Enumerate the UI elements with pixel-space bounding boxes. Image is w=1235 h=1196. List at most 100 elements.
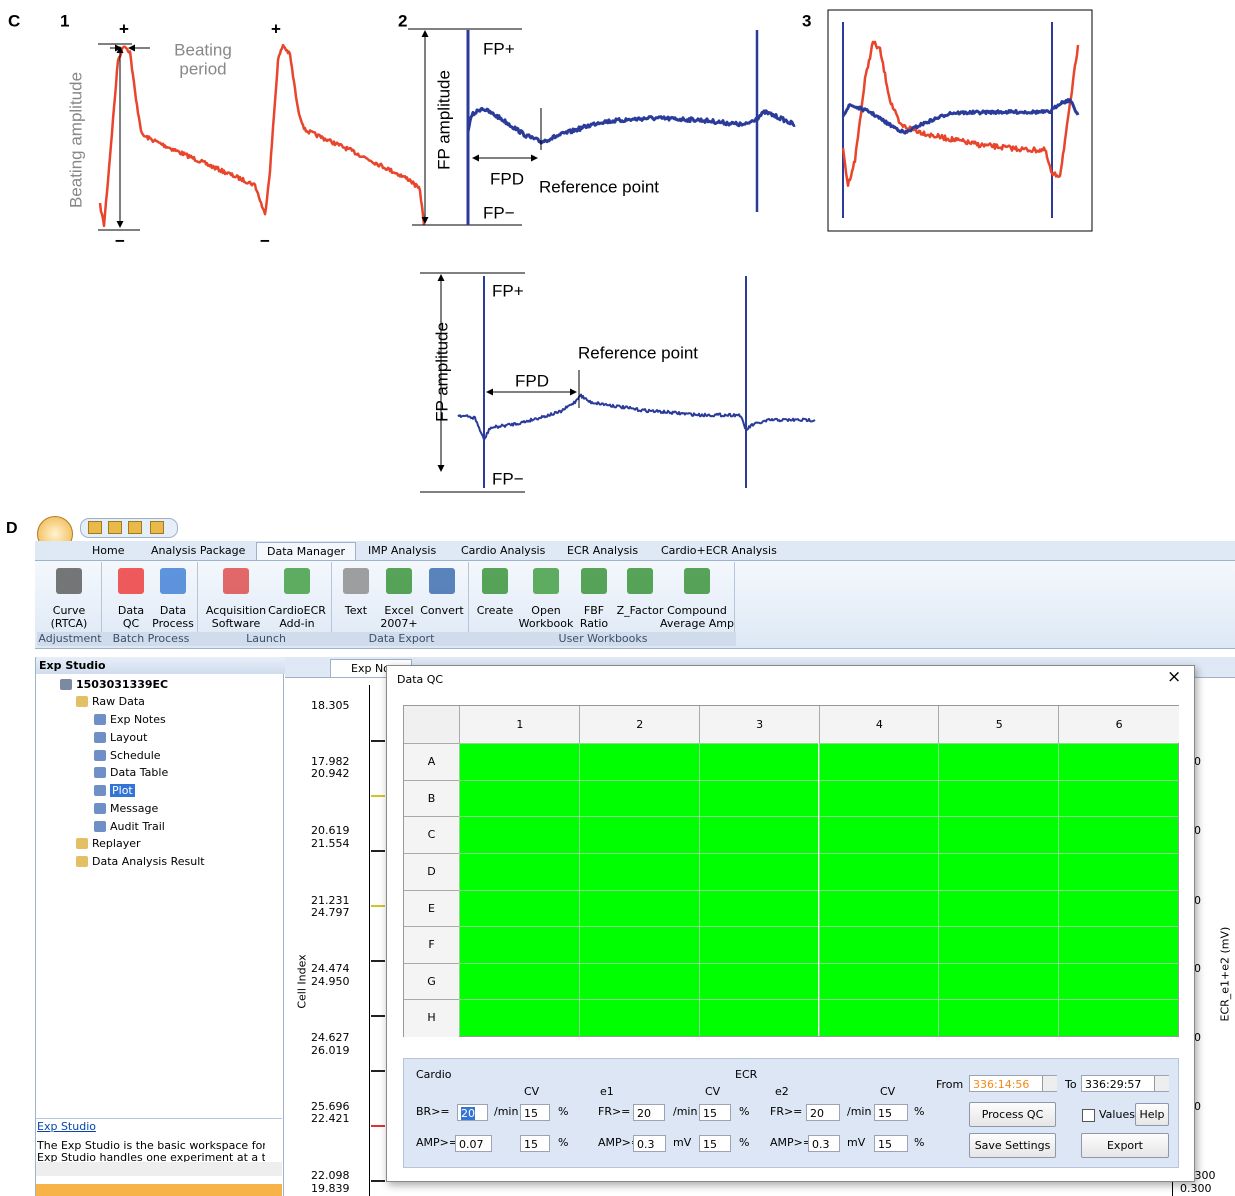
text-input[interactable]: 20 [633, 1104, 665, 1121]
text-input[interactable]: 15 [874, 1104, 908, 1121]
qc-cell[interactable] [459, 926, 579, 963]
qc-cell[interactable] [819, 999, 939, 1036]
qc-cell[interactable] [819, 963, 939, 1000]
qc-cell[interactable] [1058, 853, 1178, 890]
qc-cell[interactable] [1058, 999, 1178, 1036]
qc-cell[interactable] [459, 999, 579, 1036]
text-input[interactable]: 15 [520, 1135, 550, 1152]
tree-item[interactable]: Data Table [110, 766, 168, 779]
qc-cell[interactable] [819, 743, 939, 780]
qc-cell[interactable] [819, 853, 939, 890]
tree-item[interactable]: Message [110, 802, 158, 815]
button[interactable]: Process QC [969, 1102, 1056, 1127]
qc-cell[interactable] [459, 743, 579, 780]
text-input[interactable]: 15 [699, 1104, 731, 1121]
qc-cell[interactable] [579, 926, 699, 963]
qc-cell[interactable] [459, 780, 579, 817]
ribbon-icon[interactable] [118, 568, 144, 594]
qc-cell[interactable] [1058, 743, 1178, 780]
qc-cell[interactable] [1058, 780, 1178, 817]
ribbon-icon[interactable] [581, 568, 607, 594]
ribbon-icon[interactable] [533, 568, 559, 594]
qc-cell[interactable] [938, 926, 1058, 963]
text-input[interactable]: 0.07 [455, 1135, 492, 1152]
ribbon-icon[interactable] [386, 568, 412, 594]
ribbon-icon[interactable] [223, 568, 249, 594]
qc-cell[interactable] [938, 743, 1058, 780]
qc-cell[interactable] [459, 890, 579, 927]
qc-cell[interactable] [579, 890, 699, 927]
ribbon-icon[interactable] [284, 568, 310, 594]
ribbon-tab[interactable]: Cardio+ECR Analysis [661, 542, 777, 560]
qc-cell[interactable] [579, 999, 699, 1036]
qc-cell[interactable] [579, 853, 699, 890]
qc-cell[interactable] [938, 780, 1058, 817]
qc-cell[interactable] [579, 816, 699, 853]
qc-cell[interactable] [699, 926, 819, 963]
qc-cell[interactable] [938, 963, 1058, 1000]
help-title[interactable]: Exp Studio [37, 1120, 96, 1133]
tree-item[interactable]: Plot [110, 784, 135, 797]
tree-item[interactable]: Layout [110, 731, 147, 744]
button-label[interactable]: 2007+ [349, 617, 449, 630]
ribbon-icon[interactable] [627, 568, 653, 594]
qc-cell[interactable] [699, 743, 819, 780]
tree-item[interactable]: Schedule [110, 749, 161, 762]
tree-item[interactable]: Raw Data [92, 695, 145, 708]
qc-cell[interactable] [699, 780, 819, 817]
qc-cell[interactable] [819, 926, 939, 963]
qc-cell[interactable] [1058, 890, 1178, 927]
ribbon-tab[interactable]: Data Manager [256, 542, 356, 561]
button[interactable]: Export [1081, 1133, 1169, 1158]
qc-cell[interactable] [459, 816, 579, 853]
dropdown-arrow[interactable] [1154, 1076, 1169, 1091]
button-label[interactable]: Compound [647, 604, 747, 617]
checkbox[interactable] [1082, 1109, 1095, 1122]
text-input[interactable]: 15 [874, 1135, 908, 1152]
tree-item[interactable]: Exp Notes [110, 713, 166, 726]
qc-cell[interactable] [579, 963, 699, 1000]
qc-cell[interactable] [1058, 816, 1178, 853]
icon[interactable] [88, 521, 102, 534]
button-label[interactable]: Average Amp [647, 617, 747, 630]
qc-cell[interactable] [579, 780, 699, 817]
qc-cell[interactable] [699, 816, 819, 853]
tree-item[interactable]: Replayer [92, 837, 141, 850]
qc-cell[interactable] [459, 853, 579, 890]
ribbon-tab[interactable]: Analysis Package [151, 542, 245, 560]
button-label[interactable]: Ratio [544, 617, 644, 630]
button[interactable]: Save Settings [969, 1133, 1056, 1158]
label[interactable]: Values [1099, 1108, 1135, 1121]
button-label[interactable]: Add-in [247, 617, 347, 630]
ribbon-tab[interactable]: Cardio Analysis [461, 542, 545, 560]
ribbon-tab[interactable]: Home [92, 542, 124, 560]
text-input[interactable]: 15 [699, 1135, 731, 1152]
qc-cell[interactable] [819, 816, 939, 853]
ribbon-icon[interactable] [482, 568, 508, 594]
qc-cell[interactable] [699, 963, 819, 1000]
text-input[interactable]: 0.3 [633, 1135, 666, 1152]
icon[interactable] [150, 521, 164, 534]
icon[interactable] [108, 521, 122, 534]
tree-item[interactable]: Audit Trail [110, 820, 165, 833]
ribbon-tab[interactable]: IMP Analysis [368, 542, 436, 560]
ribbon-icon[interactable] [684, 568, 710, 594]
qc-cell[interactable] [938, 890, 1058, 927]
text-input[interactable]: 0.3 [808, 1135, 840, 1152]
icon[interactable] [128, 521, 142, 534]
qc-cell[interactable] [579, 743, 699, 780]
qc-cell[interactable] [1058, 963, 1178, 1000]
qc-cell[interactable] [938, 853, 1058, 890]
text-input[interactable]: 20 [806, 1104, 840, 1121]
button[interactable]: Help [1135, 1103, 1169, 1126]
qc-cell[interactable] [819, 780, 939, 817]
qc-cell[interactable] [699, 853, 819, 890]
ribbon-icon[interactable] [56, 568, 82, 594]
qc-cell[interactable] [699, 999, 819, 1036]
qc-cell[interactable] [459, 963, 579, 1000]
close-button[interactable]: × [1167, 667, 1181, 687]
text-input[interactable]: 15 [520, 1104, 550, 1121]
qc-cell[interactable] [1058, 926, 1178, 963]
dropdown-arrow[interactable] [1042, 1076, 1057, 1091]
tree-item[interactable]: Data Analysis Result [92, 855, 205, 868]
